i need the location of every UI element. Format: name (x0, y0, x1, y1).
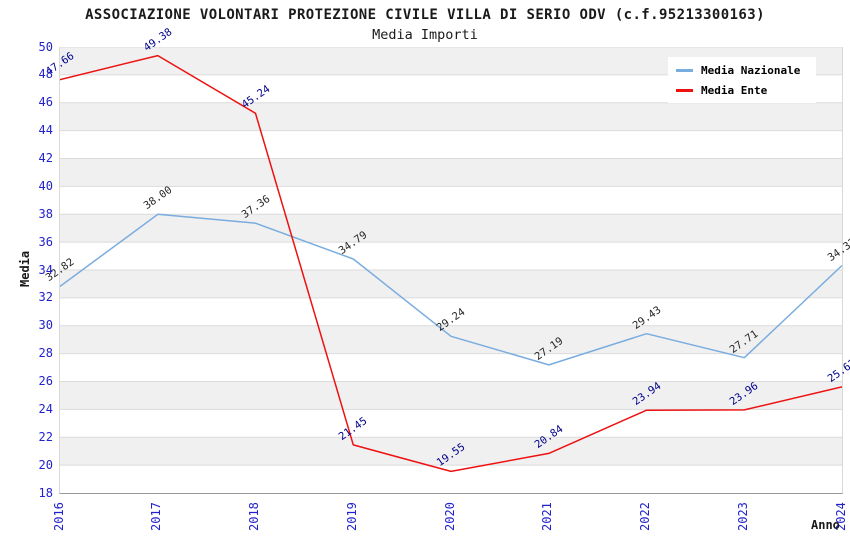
y-tick-label: 20 (38, 457, 53, 472)
y-tick-label: 42 (38, 151, 53, 165)
y-tick-label: 40 (38, 178, 53, 193)
x-tick-label: 2020 (442, 502, 457, 531)
legend-item-media-ente: Media Ente (676, 80, 816, 100)
grid-band (60, 102, 842, 131)
y-tick-label: 28 (38, 346, 53, 361)
y-tick-label: 24 (38, 401, 53, 416)
y-tick-label: 38 (38, 206, 53, 221)
x-axis-title: Anno (811, 518, 840, 532)
x-tick-label: 2021 (540, 502, 555, 531)
legend-swatch-media-nazionale (676, 68, 693, 72)
plot-area: 32.82 38.00 37.36 34.79 29.24 27.19 29.43 27.71… (44, 26, 850, 494)
x-tick-label: 2023 (735, 502, 750, 531)
y-tick-label: 18 (38, 485, 53, 500)
y-tick-label: 50 (38, 39, 53, 54)
chart-title: ASSOCIAZIONE VOLONTARI PROTEZIONE CIVILE… (85, 7, 765, 23)
y-tick-label: 26 (38, 374, 53, 388)
grid-band (60, 437, 842, 466)
grid-band (60, 270, 842, 298)
y-tick-label: 36 (38, 234, 53, 249)
series-line-media-nazionale (60, 213, 842, 366)
legend-label-media-nazionale: Media Nazionale (701, 63, 801, 77)
grid-band (60, 381, 842, 410)
chart-subtitle: Media Importi (372, 27, 478, 43)
x-tick-label: 2016 (51, 502, 66, 531)
y-tick-label: 44 (38, 123, 53, 138)
series-line-media-ente (60, 54, 842, 473)
legend-label-media-ente: Media Ente (701, 83, 768, 97)
y-tick-label: 48 (38, 67, 53, 82)
grid-band (60, 325, 842, 354)
y-tick-label: 46 (38, 95, 53, 110)
x-tick-label: 2022 (638, 502, 652, 531)
legend: Media Nazionale Media Ente (668, 57, 816, 103)
x-tick-label: 2017 (149, 502, 164, 531)
legend-item-media-nazionale: Media Nazionale (676, 60, 816, 80)
y-tick-label: 22 (38, 429, 53, 444)
grid-band (60, 158, 842, 187)
x-tick-label: 2018 (247, 502, 261, 531)
y-tick-label: 30 (38, 318, 53, 333)
grid-band (60, 214, 842, 243)
legend-swatch-media-ente (676, 88, 693, 92)
y-tick-label: 32 (38, 290, 53, 305)
y-tick-label: 34 (38, 262, 53, 277)
x-tick-label: 2019 (344, 502, 359, 531)
chart-lines-svg (60, 47, 842, 473)
